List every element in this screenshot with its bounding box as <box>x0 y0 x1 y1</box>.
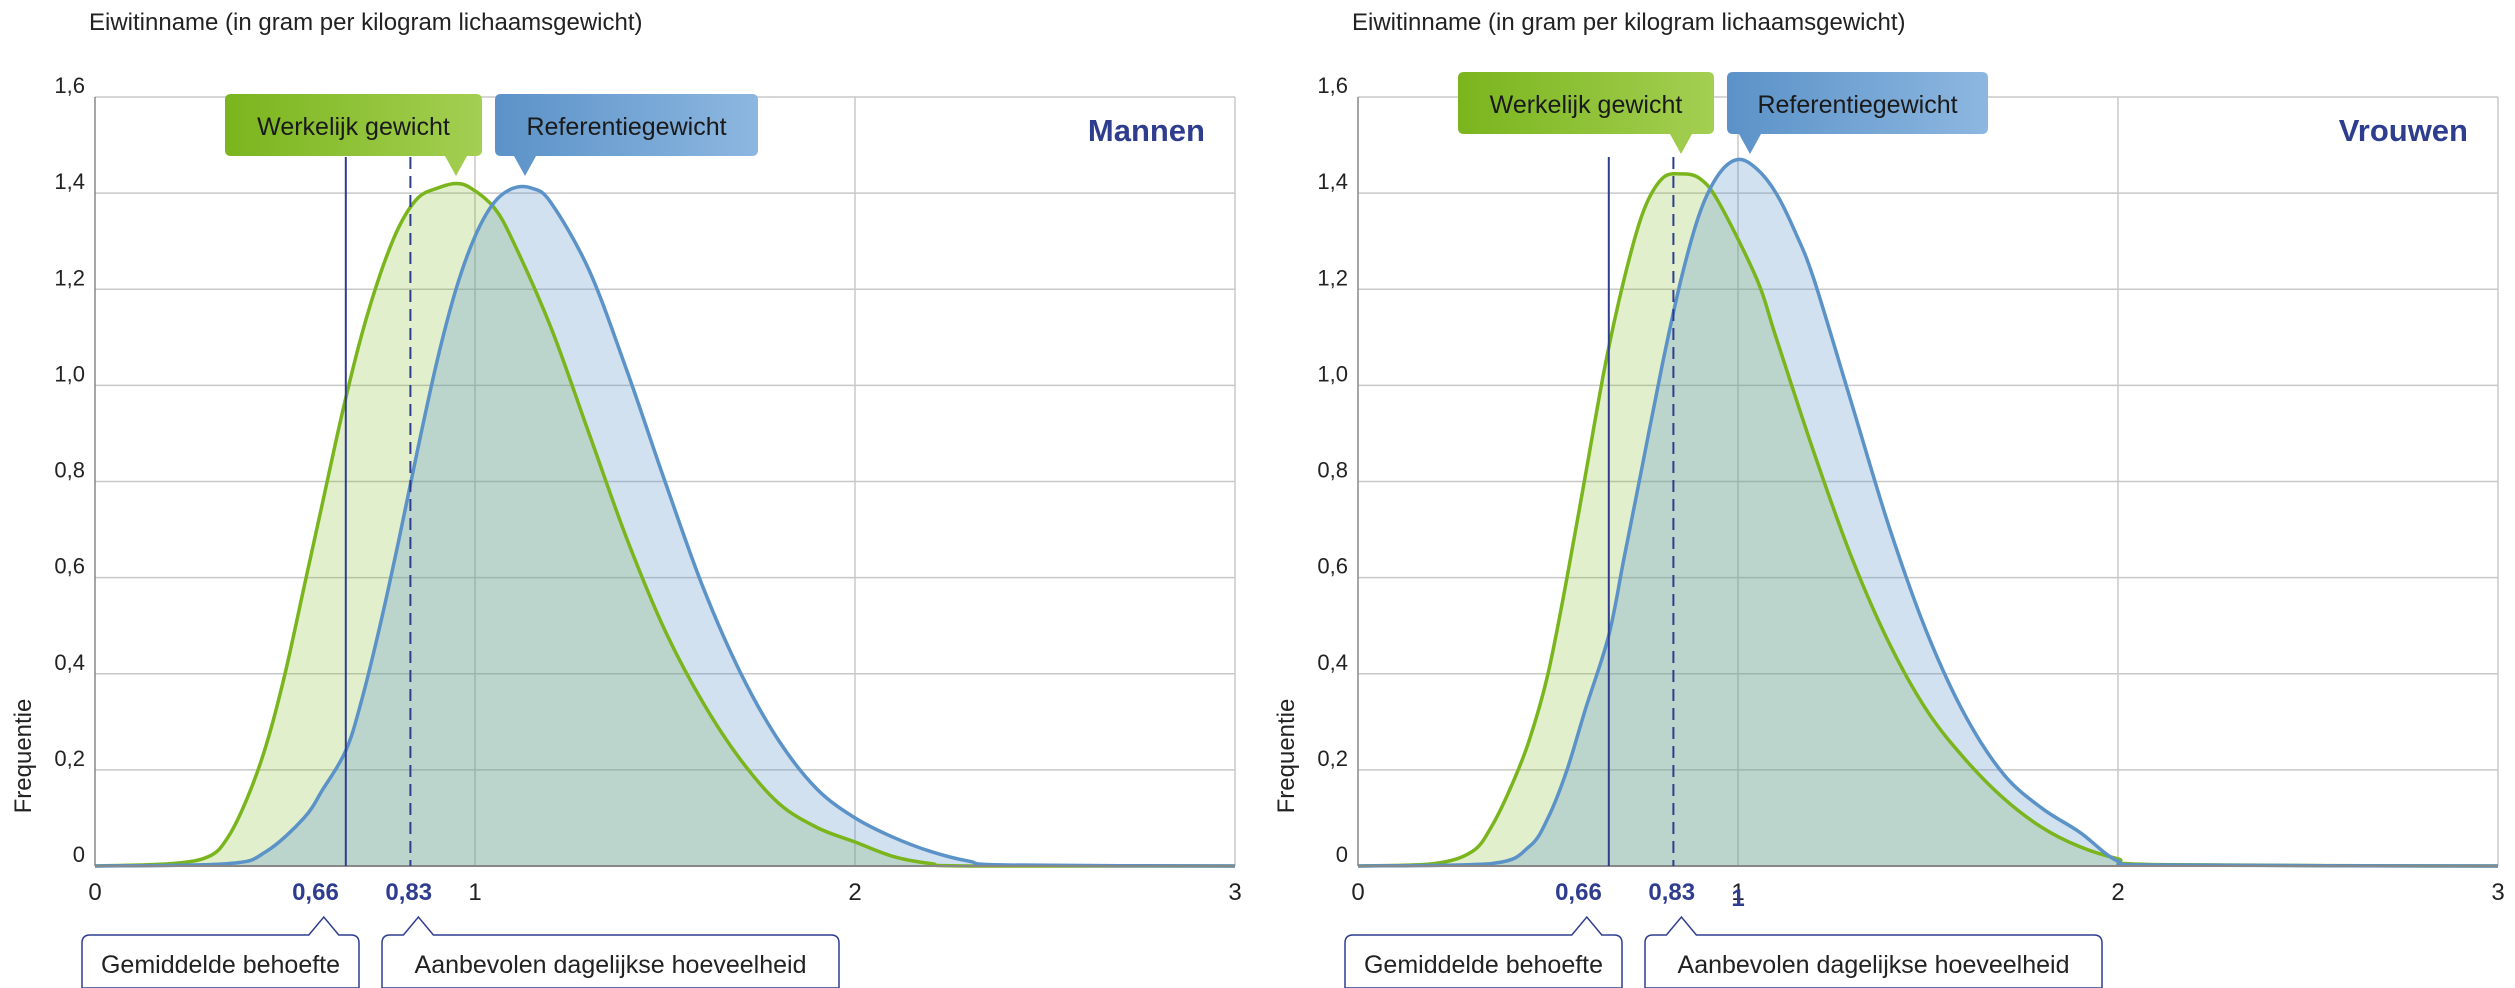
y-tick-label: 0 <box>1336 842 1348 867</box>
x-tick-label: 3 <box>2491 879 2504 906</box>
y-tick-label: 0,2 <box>54 746 85 771</box>
reference-value-label: 0,83 <box>1648 879 1695 906</box>
series-area-2 <box>95 186 1235 866</box>
callout-box-1 <box>1344 915 1623 988</box>
chart-panel-1: Eiwitinname (in gram per kilogram lichaa… <box>10 9 1242 988</box>
legend-label-1: Werkelijk gewicht <box>257 113 450 141</box>
callout-box-1 <box>81 915 360 988</box>
y-tick-label: 1,0 <box>1317 361 1348 386</box>
y-tick-label: 1,2 <box>1317 265 1348 290</box>
y-tick-label: 1,4 <box>54 169 85 194</box>
legend-label-1: Werkelijk gewicht <box>1490 91 1683 119</box>
reference-value-label: 0,66 <box>292 879 339 906</box>
y-tick-label: 0,4 <box>1317 650 1348 675</box>
y-axis-label: Frequentie <box>10 699 37 814</box>
panel-label: Mannen <box>1088 113 1205 148</box>
y-tick-label: 0,8 <box>1317 458 1348 483</box>
legend-label-2: Referentiegewicht <box>526 113 726 141</box>
x-tick-label: 3 <box>1228 879 1241 906</box>
y-axis-label: Frequentie <box>1273 699 1300 814</box>
callout-text-1: Gemiddelde behoefte <box>1364 951 1603 979</box>
series-area-1 <box>95 183 1235 866</box>
x-value-label: 1 <box>1731 885 1744 912</box>
y-tick-label: 1,4 <box>1317 169 1348 194</box>
series-area-1 <box>1358 173 2498 866</box>
x-tick-label: 2 <box>2111 879 2124 906</box>
y-tick-label: 1,6 <box>54 73 85 98</box>
x-tick-label: 0 <box>1351 879 1364 906</box>
y-tick-label: 0,6 <box>54 554 85 579</box>
reference-value-label: 0,66 <box>1555 879 1602 906</box>
legend-label-2: Referentiegewicht <box>1757 91 1957 119</box>
x-tick-label: 1 <box>468 879 481 906</box>
reference-value-label: 0,83 <box>385 879 432 906</box>
series-line-1 <box>94 181 1235 868</box>
callout-text-1: Gemiddelde behoefte <box>101 951 340 979</box>
legend-pill-1 <box>1458 72 1714 154</box>
callout-text-2: Aanbevolen dagelijkse hoeveelheid <box>415 951 807 979</box>
y-tick-label: 0,2 <box>1317 746 1348 771</box>
y-tick-label: 0,4 <box>54 650 85 675</box>
callout-text-2: Aanbevolen dagelijkse hoeveelheid <box>1678 951 2070 979</box>
series-line-1 <box>1357 171 2499 868</box>
y-tick-label: 0 <box>73 842 85 867</box>
series-line-2 <box>1357 157 2499 868</box>
x-tick-label: 0 <box>88 879 101 906</box>
callout-box-2 <box>381 915 840 988</box>
panel-label: Vrouwen <box>2339 113 2468 148</box>
y-tick-label: 1,6 <box>1317 73 1348 98</box>
x-tick-label: 2 <box>848 879 861 906</box>
chart-title: Eiwitinname (in gram per kilogram lichaa… <box>89 9 643 36</box>
legend-pill-2 <box>495 94 758 176</box>
legend-pill-2 <box>1727 72 1988 154</box>
y-tick-label: 0,6 <box>1317 554 1348 579</box>
x-tick-label: 1 <box>1731 879 1744 906</box>
y-tick-label: 0,8 <box>54 458 85 483</box>
legend-pill-1 <box>225 94 482 176</box>
series-area-2 <box>1358 159 2498 866</box>
callout-box-2 <box>1644 915 2103 988</box>
chart-title: Eiwitinname (in gram per kilogram lichaa… <box>1352 9 1906 36</box>
y-tick-label: 1,2 <box>54 265 85 290</box>
chart-panel-2: Eiwitinname (in gram per kilogram lichaa… <box>1273 9 2505 988</box>
y-tick-label: 1,0 <box>54 361 85 386</box>
